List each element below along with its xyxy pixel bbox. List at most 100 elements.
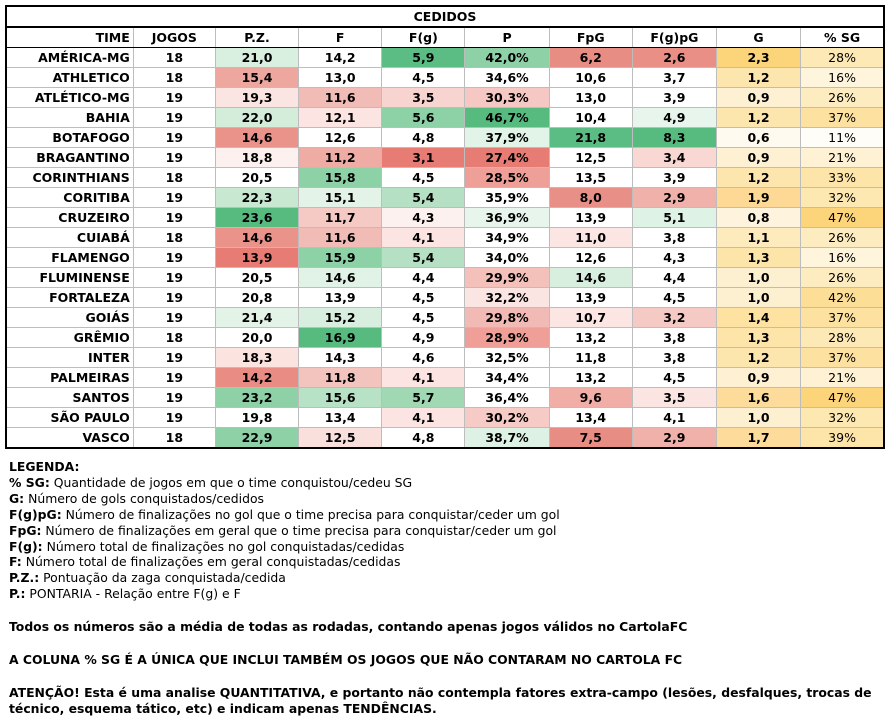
team-name: VASCO — [5, 427, 134, 449]
column-header-p: P — [464, 26, 550, 48]
cell-f: 12,5 — [298, 427, 383, 449]
cell-g: 0,8 — [715, 207, 802, 228]
team-name: PALMEIRAS — [5, 367, 134, 388]
cell-fpg: 10,4 — [548, 107, 633, 128]
cell-sg: 26% — [800, 87, 885, 108]
column-header-f-g-pg: F(g)pG — [631, 26, 717, 48]
cell-f-g-pg: 2,6 — [631, 47, 717, 68]
cell-p-z: 22,9 — [214, 427, 300, 449]
cell-p-z: 23,2 — [214, 387, 300, 408]
cell-p: 32,5% — [464, 347, 550, 368]
team-name: BAHIA — [5, 107, 134, 128]
cell-g: 0,6 — [715, 127, 802, 148]
legend-item: F: Número total de finalizações em geral… — [9, 554, 884, 570]
cell-g: 1,6 — [715, 387, 802, 408]
cell-f: 15,6 — [298, 387, 383, 408]
cell-f-g: 4,5 — [381, 167, 466, 188]
table-row: ATLÉTICO-MG 19 19,3 11,6 3,5 30,3% 13,0 3,9 0,9 2… — [5, 87, 885, 108]
cell-f: 13,4 — [298, 407, 383, 428]
cell-f-g-pg: 3,9 — [631, 167, 717, 188]
cell-sg: 26% — [800, 267, 885, 288]
team-name: BRAGANTINO — [5, 147, 134, 168]
cell-f-g: 4,1 — [381, 407, 466, 428]
cell-p: 36,4% — [464, 387, 550, 408]
cell-p-z: 14,6 — [214, 127, 300, 148]
table-row: VASCO 18 22,9 12,5 4,8 38,7% 7,5 2,9 1,7 39% — [5, 427, 885, 449]
cell-f-g-pg: 3,9 — [631, 87, 717, 108]
legend-term: F: — [9, 554, 22, 570]
cell-jogos: 19 — [132, 187, 216, 208]
cell-f-g-pg: 5,1 — [631, 207, 717, 228]
cell-sg: 26% — [800, 227, 885, 248]
cell-p: 36,9% — [464, 207, 550, 228]
note-disclaimer: ATENÇÃO! Esta é uma analise QUANTITATIVA… — [9, 684, 872, 716]
cell-p-z: 20,5 — [214, 167, 300, 188]
cell-f-g-pg: 3,4 — [631, 147, 717, 168]
cell-f-g: 4,9 — [381, 327, 466, 348]
cell-p: 35,9% — [464, 187, 550, 208]
cell-f-g: 5,9 — [381, 47, 466, 68]
cell-sg: 37% — [800, 107, 885, 128]
cell-jogos: 19 — [132, 107, 216, 128]
cell-sg: 21% — [800, 367, 885, 388]
cell-f-g: 4,5 — [381, 307, 466, 328]
cell-p-z: 21,0 — [214, 47, 300, 68]
cell-fpg: 13,2 — [548, 327, 633, 348]
cell-jogos: 19 — [132, 387, 216, 408]
table-row: FLUMINENSE 19 20,5 14,6 4,4 29,9% 14,6 4,4 1,0 26… — [5, 267, 885, 288]
cell-sg: 47% — [800, 207, 885, 228]
legend-term: P.: — [9, 586, 26, 602]
cell-p-z: 21,4 — [214, 307, 300, 328]
header-row: TIME JOGOS P.Z. F F(g) P FpG F(g)pG G% SG — [5, 26, 885, 48]
cell-f-g: 3,1 — [381, 147, 466, 168]
table-row: BOTAFOGO 19 14,6 12,6 4,8 37,9% 21,8 8,3 0,6 11% — [5, 127, 885, 148]
cell-f-g: 4,8 — [381, 427, 466, 449]
cell-f: 14,2 — [298, 47, 383, 68]
cell-f: 11,6 — [298, 227, 383, 248]
table-title-row: CEDIDOS — [5, 5, 885, 28]
cell-p: 34,6% — [464, 67, 550, 88]
cell-p-z: 14,2 — [214, 367, 300, 388]
cell-f-g: 5,6 — [381, 107, 466, 128]
cell-fpg: 7,5 — [548, 427, 633, 449]
cell-sg: 33% — [800, 167, 885, 188]
note-sg-column: A COLUNA % SG É A ÚNICA QUE INCLUI TAMBÉ… — [9, 652, 683, 668]
cell-f-g: 4,1 — [381, 227, 466, 248]
table-row: FLAMENGO 19 13,9 15,9 5,4 34,0% 12,6 4,3 1,3 16% — [5, 247, 885, 268]
cell-p: 38,7% — [464, 427, 550, 449]
cell-jogos: 19 — [132, 207, 216, 228]
stats-table: CEDIDOS TIME JOGOS P.Z. F F(g) P FpG F(g)pG G% S… — [5, 5, 885, 449]
cell-g: 1,4 — [715, 307, 802, 328]
cell-fpg: 12,6 — [548, 247, 633, 268]
cell-jogos: 19 — [132, 147, 216, 168]
cell-sg: 28% — [800, 327, 885, 348]
cell-f-g: 4,4 — [381, 267, 466, 288]
cell-sg: 47% — [800, 387, 885, 408]
cell-f: 11,7 — [298, 207, 383, 228]
cell-f: 15,8 — [298, 167, 383, 188]
cell-fpg: 14,6 — [548, 267, 633, 288]
legend-item: F(g): Número total de finalizações no go… — [9, 539, 884, 555]
column-header-sg: % SG — [800, 26, 885, 48]
cell-sg: 42% — [800, 287, 885, 308]
cell-g: 1,9 — [715, 187, 802, 208]
cell-p-z: 19,3 — [214, 87, 300, 108]
cell-p: 42,0% — [464, 47, 550, 68]
cell-p-z: 20,5 — [214, 267, 300, 288]
cell-p: 46,7% — [464, 107, 550, 128]
cell-p-z: 18,3 — [214, 347, 300, 368]
table-row: ATHLETICO 18 15,4 13,0 4,5 34,6% 10,6 3,7 1,2 16% — [5, 67, 885, 88]
cell-p: 28,9% — [464, 327, 550, 348]
legend-title: LEGENDA: — [9, 459, 80, 474]
team-name: ATHLETICO — [5, 67, 134, 88]
cell-jogos: 18 — [132, 167, 216, 188]
cell-f-g-pg: 4,4 — [631, 267, 717, 288]
cell-f-g: 4,5 — [381, 67, 466, 88]
cell-f-g: 5,4 — [381, 247, 466, 268]
cell-jogos: 19 — [132, 127, 216, 148]
cell-p: 27,4% — [464, 147, 550, 168]
table-row: CRUZEIRO 19 23,6 11,7 4,3 36,9% 13,9 5,1 0,8 47% — [5, 207, 885, 228]
cell-g: 1,2 — [715, 67, 802, 88]
cell-f-g-pg: 4,1 — [631, 407, 717, 428]
legend-item: P.Z.: Pontuação da zaga conquistada/cedi… — [9, 570, 884, 586]
